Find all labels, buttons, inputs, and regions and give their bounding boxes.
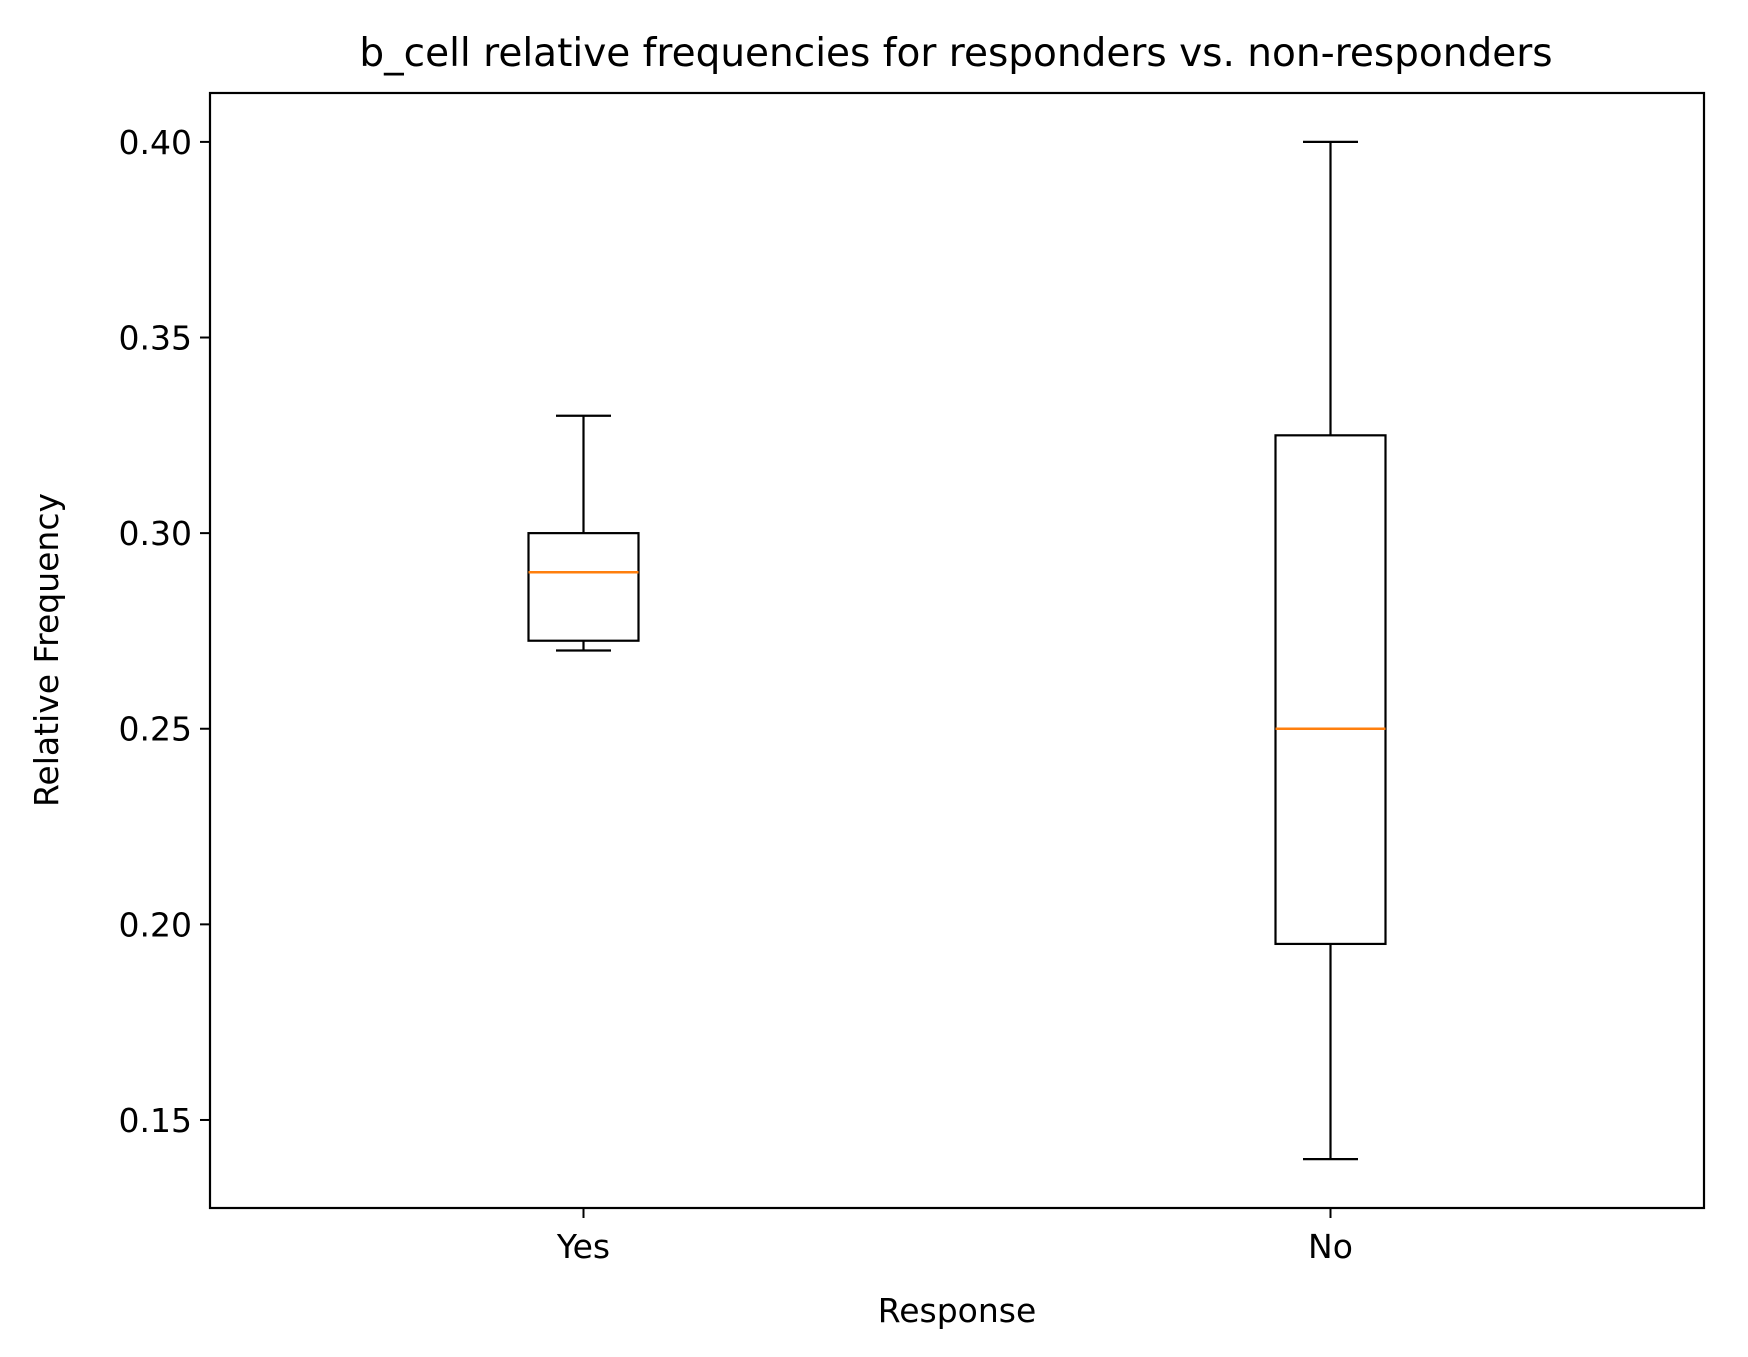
x-tick-label: Yes	[556, 1227, 610, 1266]
x-axis-label: Response	[878, 1291, 1037, 1330]
box-yes	[527, 414, 640, 652]
x-axis-ticks: Yes No	[556, 1208, 1353, 1266]
x-tick-label: No	[1308, 1227, 1353, 1266]
y-tick-label: 0.25	[119, 710, 192, 749]
y-tick-label: 0.40	[119, 123, 192, 162]
y-axis-label: Relative Frequency	[27, 493, 66, 807]
y-tick-label: 0.20	[119, 905, 192, 944]
y-tick-label: 0.15	[119, 1101, 192, 1140]
iqr-box	[527, 532, 640, 642]
box-series	[527, 140, 1387, 1161]
plot-area-frame	[208, 91, 1706, 1210]
y-axis-ticks: 0.15 0.20 0.25 0.30 0.35 0.40	[119, 123, 210, 1140]
y-tick-label: 0.35	[119, 319, 192, 358]
box-no	[1274, 140, 1387, 1161]
iqr-box	[1274, 434, 1387, 946]
chart-title: b_cell relative frequencies for responde…	[359, 31, 1552, 76]
y-tick-label: 0.30	[119, 514, 192, 553]
